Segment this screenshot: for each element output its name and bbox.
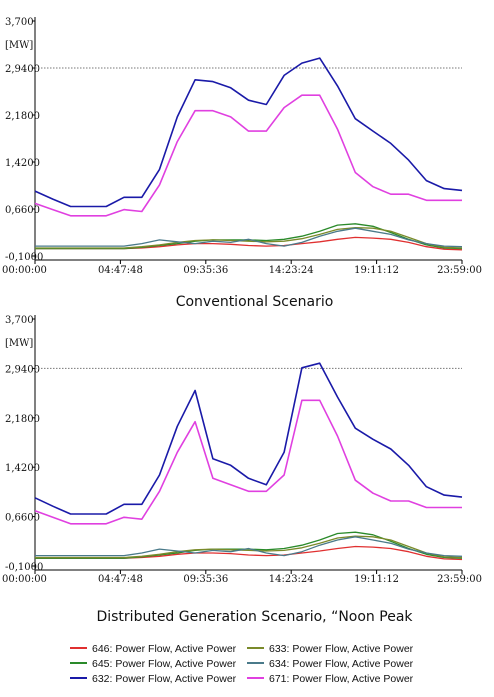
y-tick-label: 3,700 (5, 17, 34, 28)
legend-label: 671: Power Flow, Active Power (269, 673, 414, 685)
x-tick-label: 09:35:36 (183, 265, 228, 276)
y-axis-unit: [MW] (5, 338, 33, 349)
series-line (34, 362, 463, 515)
x-tick-label: 00:00:00 (2, 265, 47, 276)
series-line (35, 535, 463, 559)
legend: 646: Power Flow, Active Power 633: Power … (70, 643, 414, 685)
series-line (34, 57, 463, 208)
legend-label: 646: Power Flow, Active Power (92, 643, 237, 655)
y-tick-label: 1,4200 (5, 158, 40, 169)
y-axis-unit: [MW] (5, 40, 33, 51)
legend-label: 634: Power Flow, Active Power (269, 658, 414, 670)
x-tick-label: 19:11:12 (354, 574, 399, 585)
legend-label: 632: Power Flow, Active Power (92, 673, 237, 685)
series-line (34, 94, 462, 217)
y-tick-label: -0,1000 (5, 562, 43, 573)
y-tick-label: 2,9400 (5, 364, 40, 375)
series-line (34, 399, 462, 525)
y-tick-label: 2,9400 (5, 64, 40, 75)
series-line (35, 227, 463, 248)
y-tick-label: 3,700 (5, 315, 34, 326)
y-tick-label: 0,6600 (5, 205, 40, 216)
chart-caption: Conventional Scenario (176, 294, 334, 310)
chart-distributed-generation: 3,700 2,9400 2,1800 1,4200 0,6600 -0,1000 [MW]… (2, 315, 482, 625)
y-tick-label: -0,1000 (5, 252, 43, 263)
y-tick-label: 1,4200 (5, 463, 40, 474)
y-tick-label: 2,1800 (5, 414, 40, 425)
x-tick-label: 00:00:00 (2, 574, 47, 585)
x-tick-label: 09:35:36 (183, 574, 228, 585)
series-line (35, 226, 463, 249)
legend-label: 645: Power Flow, Active Power (92, 658, 237, 670)
x-tick-label: 04:47:48 (98, 574, 143, 585)
x-tick-label: 14:23:24 (269, 574, 314, 585)
x-tick-label: 14:23:24 (269, 265, 314, 276)
x-tick-label: 04:47:48 (98, 265, 143, 276)
x-tick-label: 23:59:00 (437, 265, 482, 276)
chart-conventional: 3,700 2,9400 2,1800 1,4200 0,6600 -0,1000 [MW]… (2, 17, 482, 310)
legend-label: 633: Power Flow, Active Power (269, 643, 414, 655)
series-line (35, 536, 463, 557)
x-tick-label: 23:59:00 (437, 574, 482, 585)
y-tick-label: 0,6600 (5, 513, 40, 524)
chart-caption: Distributed Generation Scenario, “Noon P… (96, 609, 413, 625)
x-tick-label: 19:11:12 (354, 265, 399, 276)
y-tick-label: 2,1800 (5, 111, 40, 122)
